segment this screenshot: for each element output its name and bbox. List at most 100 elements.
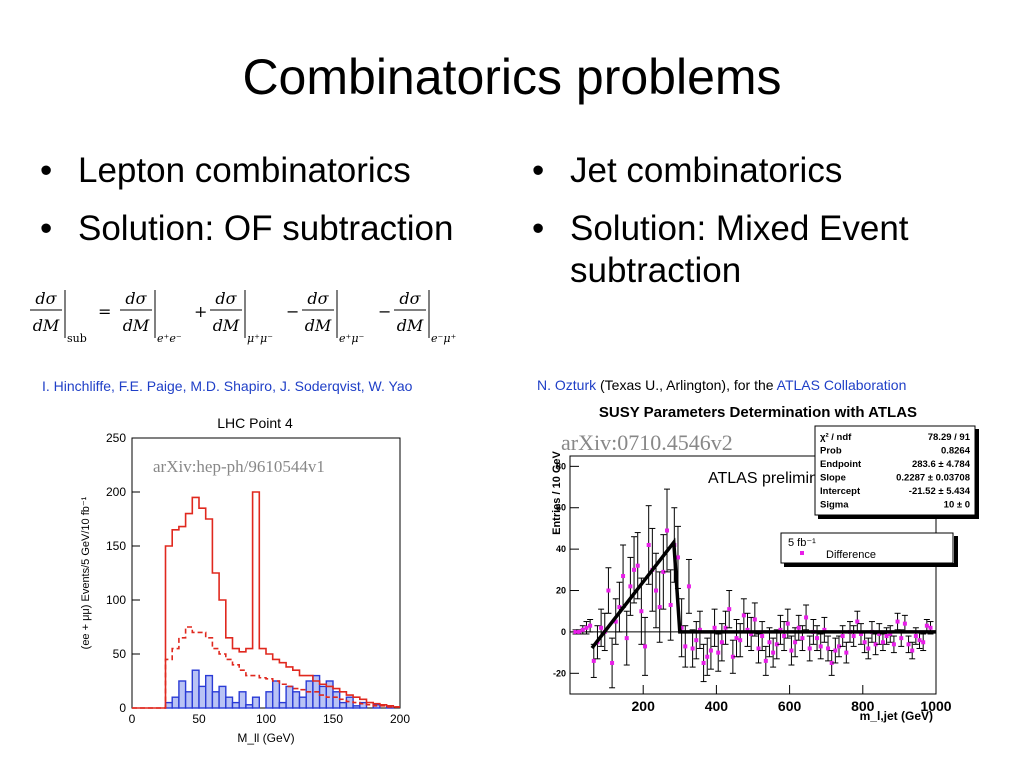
data-point [778, 627, 783, 632]
x-tick-label: 100 [256, 712, 276, 726]
fit-line [590, 537, 936, 650]
y-tick-label: 50 [113, 647, 127, 661]
formula-numerator: dσ [125, 289, 147, 308]
legend-lumi: 5 fb⁻¹ [788, 537, 816, 549]
formula-denominator: dM [33, 316, 60, 335]
blue-histogram-bar [271, 680, 281, 709]
data-point [837, 644, 842, 649]
x-tick-label: 150 [323, 712, 343, 726]
blue-histogram-bar [298, 696, 307, 709]
data-point [928, 625, 933, 630]
blue-histogram-bar [285, 685, 294, 709]
x-tick-label: 50 [192, 712, 206, 726]
fit-param-value: 0.2287 ± 0.03708 [896, 473, 970, 484]
data-point [716, 650, 721, 655]
data-point [730, 654, 735, 659]
data-point [712, 625, 717, 630]
data-point [888, 631, 893, 636]
data-point [855, 619, 860, 624]
data-point [774, 642, 779, 647]
atlas-label: ATLAS preliminary [708, 470, 840, 487]
fit-param-name: χ² / ndf [820, 432, 852, 443]
y-tick-label: 40 [556, 544, 566, 554]
data-point [668, 603, 673, 608]
bullet-text: Solution: Mixed Event subtraction [570, 209, 909, 290]
chart-title: LHC Point 4 [217, 415, 293, 431]
bullet-item: • Solution: Mixed Event subtraction [532, 208, 1002, 292]
y-tick-label: 0 [119, 701, 126, 715]
formula-subscript: sub [67, 332, 87, 345]
formula-numerator: dσ [399, 289, 421, 308]
legend: 5 fb⁻¹ Difference [780, 532, 958, 567]
data-point [738, 638, 743, 643]
x-tick-label: 800 [851, 698, 875, 714]
y-tick-label: 100 [106, 593, 126, 607]
x-tick-label: 0 [129, 712, 136, 726]
data-point [840, 634, 845, 639]
x-tick-label: 600 [778, 698, 802, 714]
right-credit-author: N. Ozturk [537, 377, 597, 393]
y-tick-label: 20 [556, 586, 566, 596]
data-point [610, 660, 615, 665]
data-point [767, 640, 772, 645]
x-tick-label: 200 [632, 698, 656, 714]
chart-title: SUSY Parameters Determination with ATLAS [599, 404, 917, 421]
blue-histogram-bar [225, 696, 234, 709]
y-tick-label: 80 [556, 461, 566, 471]
x-axis-label: m_l,jet (GeV) [860, 709, 933, 723]
y-tick-label: 0 [561, 627, 566, 637]
of-subtraction-formula: dσ dM sub = dσ dM e⁺e⁻ + dσ dM μ⁺μ⁻ − dσ… [30, 289, 456, 345]
blue-histogram-bar [198, 685, 207, 709]
blue-histogram-bar [245, 704, 254, 709]
data-point [613, 619, 618, 624]
formula-denominator: dM [397, 316, 424, 335]
left-credit: I. Hinchliffe, F.E. Paige, M.D. Shapiro,… [42, 378, 412, 394]
data-point [818, 644, 823, 649]
data-point [675, 555, 680, 560]
fit-param-name: Prob [820, 446, 842, 457]
fit-param-value: 78.29 / 91 [928, 432, 971, 443]
data-point [793, 640, 798, 645]
bullet-dot-icon: • [532, 209, 545, 248]
bullet-text: Solution: OF subtraction [78, 209, 454, 248]
data-point [705, 654, 710, 659]
fit-box-shadow [975, 429, 979, 518]
data-point [701, 660, 706, 665]
right-credit: N. Ozturk (Texas U., Arlington), for the… [537, 377, 906, 393]
data-point [877, 631, 882, 636]
blue-histogram-bar [178, 680, 187, 709]
fit-param-name: Sigma [820, 500, 849, 511]
data-point [899, 636, 904, 641]
data-point [815, 636, 820, 641]
data-point [917, 638, 922, 643]
data-point [844, 650, 849, 655]
data-point [599, 625, 604, 630]
data-point [624, 636, 629, 641]
data-point [804, 615, 809, 620]
formula-denominator: dM [213, 316, 240, 335]
fit-param-name: Intercept [820, 486, 861, 497]
data-point [800, 636, 805, 641]
data-point [866, 646, 871, 651]
data-point [873, 642, 878, 647]
bullet-item: • Jet combinatorics [532, 150, 1002, 192]
data-point [580, 627, 585, 632]
data-point [643, 644, 648, 649]
blue-histogram-bar [231, 701, 240, 709]
data-point [833, 648, 838, 653]
blue-histogram-bar [238, 691, 247, 709]
blue-histogram-bar [204, 674, 214, 709]
formula-denominator: dM [123, 316, 150, 335]
data-point [752, 617, 757, 622]
formula-operator: − [378, 302, 391, 321]
data-point [664, 528, 669, 533]
data-point [807, 646, 812, 651]
data-point [719, 640, 724, 645]
data-point [741, 613, 746, 618]
ljet-mass-chart: SUSY Parameters Determination with ATLAS… [551, 404, 979, 723]
red-dashed-histogram [132, 626, 400, 709]
data-point [727, 607, 732, 612]
data-point [646, 542, 651, 547]
right-credit-collaboration: ATLAS Collaboration [776, 377, 907, 393]
dilepton-mass-chart: LHC Point 4 0 50 100 150 200050100150200250 … [80, 415, 410, 745]
